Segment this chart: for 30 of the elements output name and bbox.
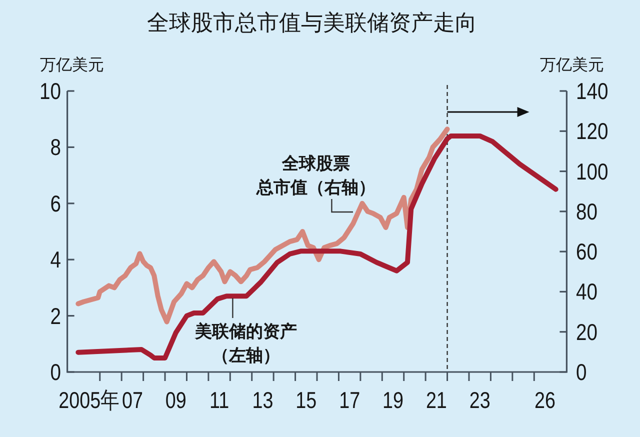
x-tick-label: 26 bbox=[534, 388, 556, 414]
x-tick-label: 19 bbox=[382, 388, 404, 414]
y2-tick-label: 140 bbox=[576, 80, 608, 104]
y2-tick-label: 100 bbox=[576, 160, 608, 185]
x-tick-label: 11 bbox=[210, 388, 230, 414]
x-tick-label: 2005年 bbox=[58, 388, 120, 414]
y-tick-label: 6 bbox=[50, 192, 61, 217]
y-tick-label: 0 bbox=[50, 360, 61, 386]
y-tick-label: 2 bbox=[50, 304, 61, 330]
x-tick-label: 13 bbox=[252, 388, 274, 414]
y2-tick-label: 80 bbox=[576, 200, 598, 225]
y2-tick-label: 40 bbox=[576, 280, 598, 306]
y2-tick-label: 60 bbox=[576, 240, 598, 265]
x-tick-label: 09 bbox=[165, 388, 186, 414]
y-axis-title: 万亿美元 bbox=[40, 55, 104, 74]
y2-axis-title: 万亿美元 bbox=[540, 55, 604, 74]
series-label: 美联储的资产（左轴） bbox=[194, 322, 297, 366]
y2-tick-label: 20 bbox=[576, 320, 598, 346]
x-tick-label: 15 bbox=[296, 388, 317, 414]
y-tick-label: 4 bbox=[50, 248, 62, 274]
x-tick-label: 17 bbox=[339, 388, 360, 414]
y-tick-label: 8 bbox=[50, 136, 61, 161]
x-tick-label: 21 bbox=[426, 388, 447, 414]
x-tick-label: 07 bbox=[122, 388, 143, 414]
y-tick-label: 10 bbox=[40, 80, 61, 104]
chart-title: 全球股市总市值与美联储资产走向 bbox=[147, 11, 477, 36]
y2-tick-label: 120 bbox=[576, 120, 608, 145]
series-label: 全球股票总市值（右轴） bbox=[256, 154, 376, 198]
x-tick-label: 23 bbox=[469, 388, 490, 414]
y2-tick-label: 0 bbox=[576, 360, 587, 386]
